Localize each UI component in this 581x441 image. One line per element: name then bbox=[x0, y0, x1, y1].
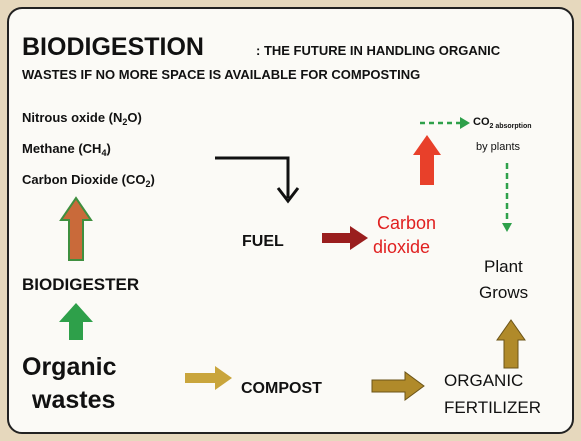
emission: Methane (CH4) bbox=[22, 141, 111, 158]
subscript: 2 bbox=[146, 179, 151, 189]
co2-text: CO bbox=[473, 116, 490, 128]
fuel: FUEL bbox=[242, 233, 284, 250]
by-plants: by plants bbox=[476, 141, 521, 153]
subtitle: WASTES IF NO MORE SPACE IS AVAILABLE FOR… bbox=[22, 67, 420, 82]
arrow bbox=[215, 156, 290, 198]
arrow bbox=[185, 366, 232, 390]
organic-fertilizer: FERTILIZER bbox=[444, 398, 541, 417]
emission-text: Carbon Dioxide (CO bbox=[22, 172, 146, 187]
subscript: 2 bbox=[122, 117, 127, 127]
arrow bbox=[371, 371, 425, 401]
subtitle: : THE FUTURE IN HANDLING ORGANIC bbox=[256, 43, 501, 58]
arrow bbox=[59, 196, 93, 261]
subscript: 2 absorption bbox=[490, 123, 532, 130]
plant-grows: Plant bbox=[484, 257, 523, 276]
biodigester: BIODIGESTER bbox=[22, 275, 139, 294]
emission-text: ) bbox=[151, 172, 155, 187]
organic-wastes: Organic bbox=[22, 353, 117, 381]
emission: Nitrous oxide (N2O) bbox=[22, 110, 142, 127]
arrow-head bbox=[276, 187, 300, 204]
arrow-head bbox=[502, 223, 512, 232]
arrow-head bbox=[460, 117, 470, 129]
carbon-dioxide: Carbon bbox=[377, 213, 436, 233]
arrow bbox=[59, 303, 93, 340]
title: BIODIGESTION bbox=[22, 33, 204, 61]
emission-text: O) bbox=[127, 110, 141, 125]
organic-fertilizer: ORGANIC bbox=[444, 371, 523, 390]
emission: Carbon Dioxide (CO2) bbox=[22, 172, 155, 189]
subscript: 4 bbox=[101, 148, 106, 158]
emission-text: ) bbox=[106, 141, 110, 156]
arrow bbox=[496, 319, 526, 369]
emission-text: Methane (CH bbox=[22, 141, 101, 156]
emission-text: Nitrous oxide (N bbox=[22, 110, 122, 125]
plant-grows: Grows bbox=[479, 283, 528, 302]
arrow bbox=[413, 135, 441, 185]
arrow bbox=[322, 226, 368, 250]
compost: COMPOST bbox=[241, 380, 322, 397]
co2-absorption: CO2 absorption bbox=[473, 116, 532, 130]
organic-wastes: wastes bbox=[31, 386, 115, 414]
panel bbox=[7, 7, 574, 434]
carbon-dioxide: dioxide bbox=[373, 237, 430, 257]
